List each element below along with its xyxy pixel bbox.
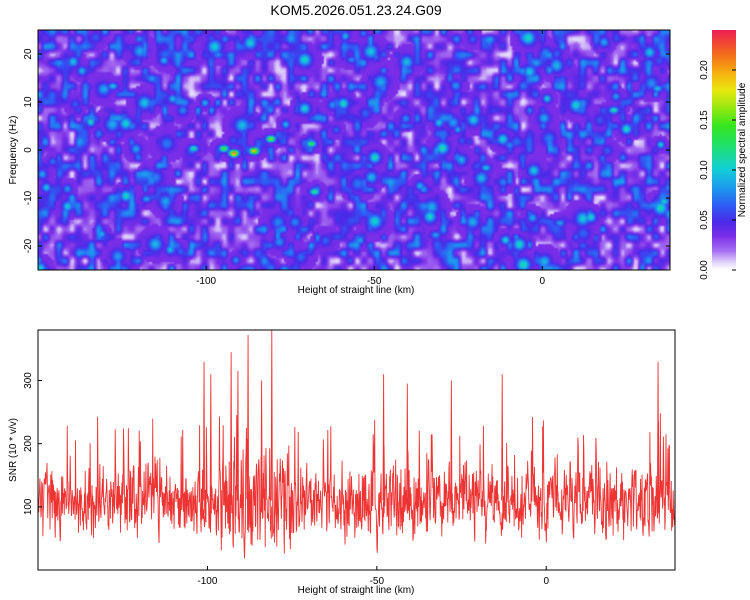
colorbar-gradient <box>712 30 736 270</box>
colorbar: 0.00 0.05 0.10 0.15 0.20 Normalized spectral… <box>699 30 748 280</box>
bottom-y-tick-label: 300 <box>23 372 34 389</box>
colorbar-tick-label: 0.10 <box>699 160 710 180</box>
colorbar-tick-label: 0.05 <box>699 210 710 230</box>
bottom-x-tick-label: -100 <box>197 576 217 587</box>
top-x-tick-label: -100 <box>196 276 216 287</box>
top-y-tick-label: 20 <box>23 48 34 60</box>
bottom-y-axis: 100 200 300 <box>23 372 42 515</box>
bottom-y-tick-label: 200 <box>23 435 34 452</box>
bottom-x-tick-label: -50 <box>370 576 385 587</box>
colorbar-tick-label: 0.20 <box>699 60 710 80</box>
top-x-axis: -100 -50 0 <box>196 30 545 287</box>
snr-frame <box>37 329 676 571</box>
top-y-tick-label: -10 <box>23 190 34 205</box>
colorbar-axis: 0.00 0.05 0.10 0.15 0.20 <box>699 60 736 280</box>
snr-panel: -100 -50 0 100 200 300 Height of straight li… <box>8 329 676 596</box>
top-x-tick-label: -50 <box>367 276 382 287</box>
colorbar-tick-label: 0.15 <box>699 110 710 130</box>
bottom-x-axis-label: Height of straight line (km) <box>298 585 415 596</box>
top-y-tick-label: 0 <box>23 147 34 153</box>
colorbar-label: Normalized spectral amplitude <box>737 82 748 217</box>
chart-title: KOM5.2026.051.23.24.G09 <box>270 2 441 18</box>
colorbar-tick-label: 0.00 <box>699 260 710 280</box>
bottom-y-axis-label: SNR (10 * v/v) <box>8 418 19 482</box>
top-y-axis: -20 -10 0 10 20 <box>23 48 670 253</box>
bottom-x-axis: -100 -50 0 <box>197 566 549 587</box>
heatmap-image <box>38 30 670 270</box>
top-y-tick-label: -20 <box>23 238 34 253</box>
top-y-axis-label: Frequency (Hz) <box>8 116 19 185</box>
bottom-y-tick-label: 100 <box>23 498 34 515</box>
bottom-x-tick-label: 0 <box>543 576 549 587</box>
snr-plot-area <box>38 330 675 570</box>
snr-series-line <box>38 330 675 559</box>
top-x-tick-label: 0 <box>539 276 545 287</box>
top-y-tick-label: 10 <box>23 96 34 108</box>
top-x-axis-label: Height of straight line (km) <box>298 285 415 296</box>
